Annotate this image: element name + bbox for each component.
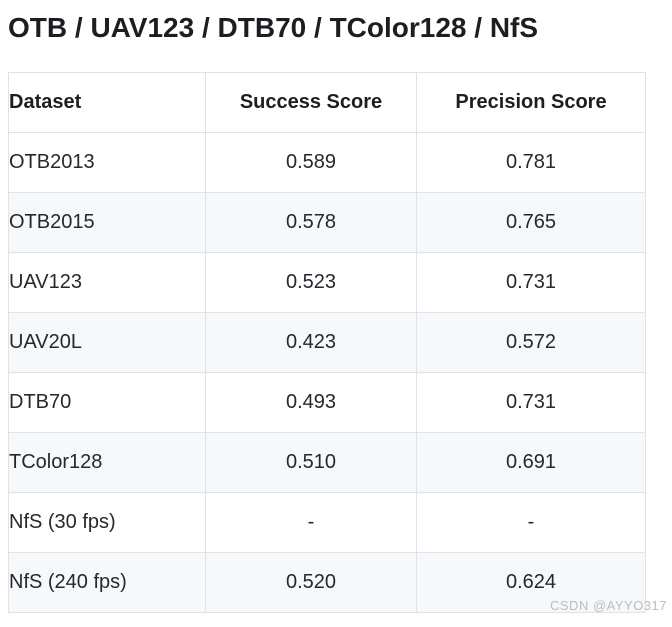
page-title: OTB / UAV123 / DTB70 / TColor128 / NfS	[8, 12, 539, 43]
cell-dataset: UAV123	[8, 252, 206, 313]
cell-dataset: DTB70	[8, 372, 206, 433]
cell-precision-score: 0.691	[416, 432, 646, 493]
table-body: OTB2013 0.589 0.781 OTB2015 0.578 0.765 UAV123…	[8, 132, 646, 613]
cell-success-score: -	[205, 492, 417, 553]
cell-success-score: 0.523	[205, 252, 417, 313]
table-row: NfS (240 fps) 0.520 0.624	[8, 552, 646, 613]
table-row: UAV123 0.523 0.731	[8, 252, 646, 313]
cell-precision-score: -	[416, 492, 646, 553]
table-header: Dataset Success Score Precision Score	[8, 72, 646, 133]
cell-success-score: 0.493	[205, 372, 417, 433]
table-row: TColor128 0.510 0.691	[8, 432, 646, 493]
cell-dataset: TColor128	[8, 432, 206, 493]
cell-precision-score: 0.624	[416, 552, 646, 613]
table-row: UAV20L 0.423 0.572	[8, 312, 646, 373]
cell-dataset: OTB2013	[8, 132, 206, 193]
cell-dataset: OTB2015	[8, 192, 206, 253]
table-row: OTB2015 0.578 0.765	[8, 192, 646, 253]
column-header-success-score: Success Score	[205, 72, 417, 133]
table-row: NfS (30 fps) - -	[8, 492, 646, 553]
cell-success-score: 0.578	[205, 192, 417, 253]
csdn-watermark: CSDN @AYYO317	[550, 598, 667, 613]
cell-precision-score: 0.781	[416, 132, 646, 193]
cell-dataset: UAV20L	[8, 312, 206, 373]
column-header-precision-score: Precision Score	[416, 72, 646, 133]
cell-success-score: 0.423	[205, 312, 417, 373]
cell-success-score: 0.589	[205, 132, 417, 193]
cell-precision-score: 0.731	[416, 372, 646, 433]
cell-success-score: 0.510	[205, 432, 417, 493]
cell-precision-score: 0.731	[416, 252, 646, 313]
cell-success-score: 0.520	[205, 552, 417, 613]
results-table: Dataset Success Score Precision Score OT…	[8, 72, 646, 613]
cell-dataset: NfS (240 fps)	[8, 552, 206, 613]
table-header-row: Dataset Success Score Precision Score	[8, 72, 646, 133]
table-row: DTB70 0.493 0.731	[8, 372, 646, 433]
column-header-dataset: Dataset	[8, 72, 206, 133]
cell-dataset: NfS (30 fps)	[8, 492, 206, 553]
cell-precision-score: 0.572	[416, 312, 646, 373]
table-row: OTB2013 0.589 0.781	[8, 132, 646, 193]
cell-precision-score: 0.765	[416, 192, 646, 253]
